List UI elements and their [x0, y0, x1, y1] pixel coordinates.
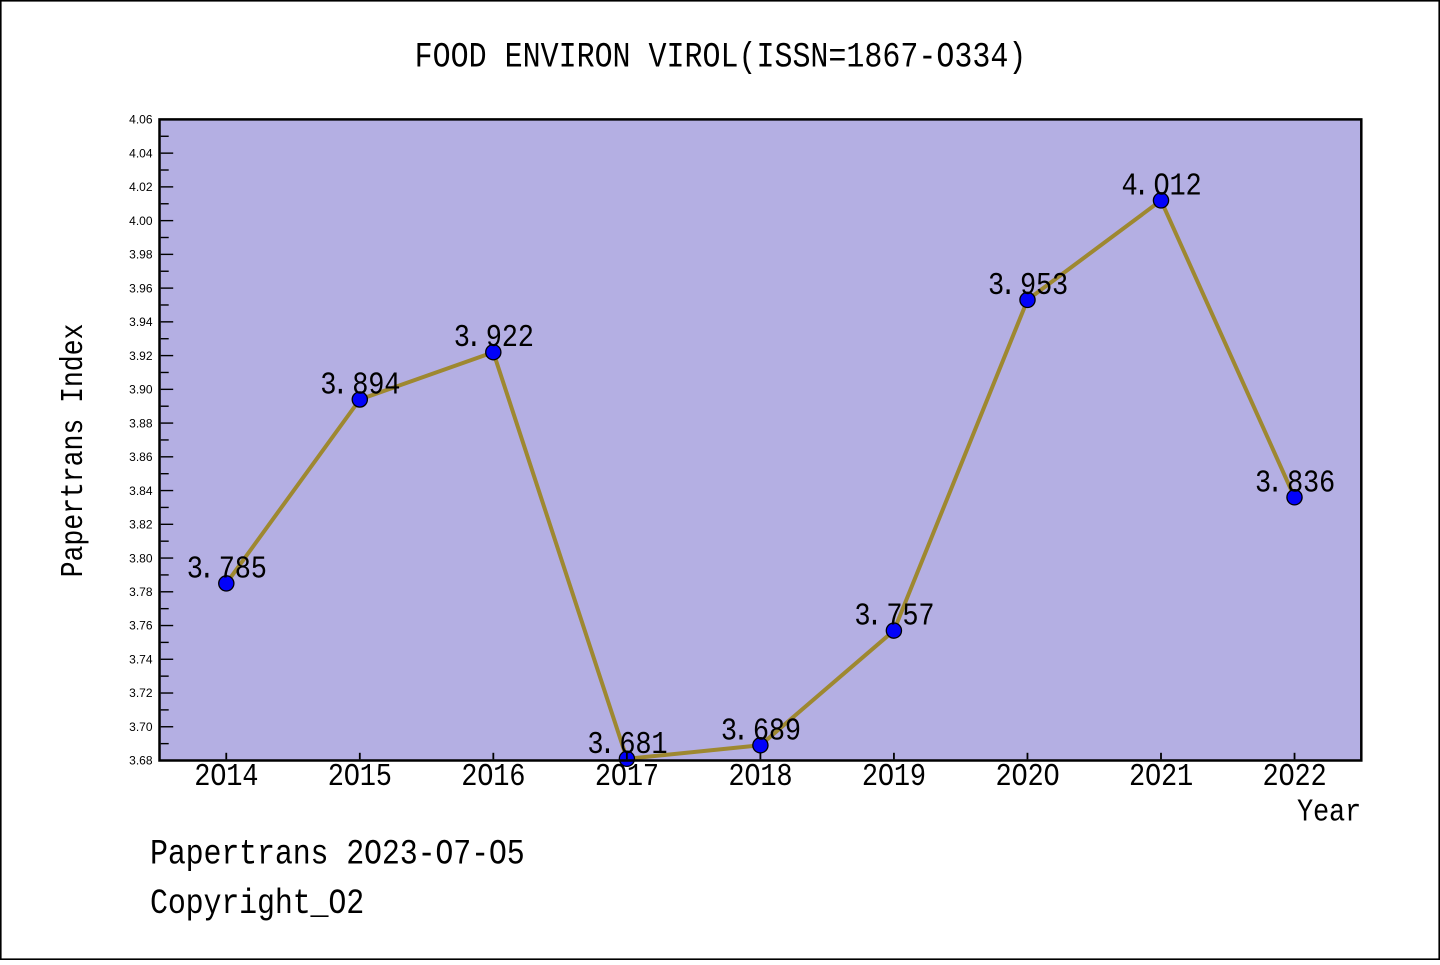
- svg-text:3.894: 3. 894: [320, 368, 400, 403]
- svg-text:4.00: 4.00: [129, 214, 153, 228]
- svg-text:3.92: 3.92: [129, 349, 153, 363]
- svg-text:2O15: 2O15: [328, 759, 392, 794]
- svg-text:3.68: 3.68: [129, 754, 153, 768]
- svg-text:3.98: 3.98: [129, 248, 153, 262]
- svg-text:3.836: 3. 836: [1255, 466, 1335, 501]
- svg-text:4.06: 4.06: [129, 113, 153, 127]
- svg-text:2O18: 2O18: [728, 759, 792, 794]
- svg-text:4.04: 4.04: [129, 146, 153, 160]
- svg-text:3.922: 3. 922: [454, 320, 534, 355]
- svg-text:3.90: 3.90: [129, 383, 153, 397]
- svg-text:2O21: 2O21: [1129, 759, 1193, 794]
- svg-text:3.84: 3.84: [129, 484, 153, 498]
- svg-text:2O22: 2O22: [1262, 759, 1326, 794]
- svg-text:3.76: 3.76: [129, 619, 153, 633]
- svg-text:Year: Year: [1297, 795, 1361, 830]
- svg-text:Papertrans 2O23-O7-O5: Papertrans 2O23-O7-O5: [150, 834, 525, 874]
- svg-text:Copyright_O2: Copyright_O2: [150, 884, 364, 924]
- svg-text:3.96: 3.96: [129, 281, 153, 295]
- svg-text:3.953: 3. 953: [988, 268, 1068, 303]
- svg-text:4.02: 4.02: [129, 180, 153, 194]
- svg-text:3.80: 3.80: [129, 551, 153, 565]
- svg-text:3.681: 3. 681: [587, 727, 667, 762]
- svg-text:2O17: 2O17: [595, 759, 659, 794]
- svg-text:3.757: 3. 757: [854, 599, 934, 634]
- svg-text:3.785: 3. 785: [187, 552, 267, 587]
- svg-text:2O19: 2O19: [862, 759, 926, 794]
- svg-text:3.86: 3.86: [129, 450, 153, 464]
- svg-text:3.72: 3.72: [129, 686, 153, 700]
- svg-text:FOOD ENVIRON VIROL(ISSN=1867-O: FOOD ENVIRON VIROL(ISSN=1867-O334): [415, 37, 1027, 77]
- svg-text:Papertrans Index: Papertrans Index: [56, 324, 91, 578]
- svg-text:3.74: 3.74: [129, 652, 153, 666]
- svg-text:3.82: 3.82: [129, 518, 153, 532]
- svg-text:4.O12: 4. O12: [1121, 169, 1201, 204]
- svg-text:2O14: 2O14: [194, 759, 258, 794]
- svg-text:3.689: 3. 689: [721, 714, 801, 749]
- svg-text:3.70: 3.70: [129, 720, 153, 734]
- svg-text:3.88: 3.88: [129, 416, 153, 430]
- svg-text:3.94: 3.94: [129, 315, 153, 329]
- svg-text:2O16: 2O16: [461, 759, 525, 794]
- svg-text:2O2O: 2O2O: [995, 759, 1059, 794]
- svg-text:3.78: 3.78: [129, 585, 153, 599]
